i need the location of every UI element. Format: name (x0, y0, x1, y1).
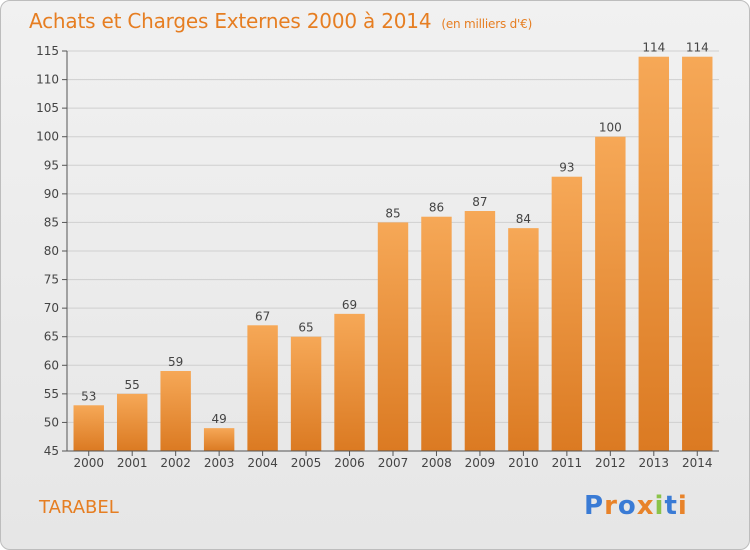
logo-letter: i (677, 491, 688, 521)
axis-layer: 45 50 55 60 65 70 75 80 85 90 95 100 105 110 115 2000 20… (36, 44, 719, 470)
x-tick-label-2013: 2013 (639, 456, 670, 470)
bar-2009 (464, 211, 496, 451)
bar-2000 (73, 405, 104, 451)
y-tick-label: 105 (36, 101, 59, 115)
y-tick-label: 70 (44, 301, 59, 315)
y-tick-label: 50 (44, 415, 59, 429)
y-tick-label: 85 (44, 215, 59, 229)
proxiti-logo: Proxiti (584, 491, 688, 521)
x-tick-label-2012: 2012 (595, 456, 626, 470)
x-tick-label-2010: 2010 (508, 456, 539, 470)
bar-2010 (508, 228, 539, 451)
logo-letter: t (664, 491, 678, 521)
chart-title-text: Achats et Charges Externes 2000 à 2014 (29, 9, 432, 33)
y-tick-label: 60 (44, 358, 59, 372)
data-label-2013: 114 (642, 41, 665, 55)
data-label-2001: 55 (125, 378, 140, 392)
bar-2003 (203, 428, 235, 451)
logo-letter: P (584, 491, 605, 521)
data-label-2002: 59 (168, 355, 183, 369)
y-tick-label: 75 (44, 273, 59, 287)
y-tick-label: 95 (44, 158, 59, 172)
logo-letter: r (604, 491, 618, 521)
data-label-2003: 49 (211, 412, 226, 426)
bar-2011 (551, 176, 583, 451)
chart-subtitle: (en milliers d'€) (441, 17, 533, 31)
x-tick-label-2004: 2004 (247, 456, 278, 470)
bar-2004 (247, 325, 278, 451)
bar-layer (73, 56, 713, 451)
data-label-2007: 85 (385, 206, 400, 220)
data-label-2004: 67 (255, 309, 270, 323)
y-tick-label: 45 (44, 444, 59, 458)
bar-2002 (160, 371, 191, 451)
bar-2005 (290, 336, 322, 451)
logo-letter: o (617, 491, 637, 521)
data-label-2006: 69 (342, 298, 357, 312)
y-tick-label: 65 (44, 330, 59, 344)
x-tick-label-2011: 2011 (552, 456, 583, 470)
y-tick-label: 115 (36, 44, 59, 58)
bar-2007 (377, 222, 409, 451)
data-label-2008: 86 (429, 201, 444, 215)
y-tick-label: 80 (44, 244, 59, 258)
x-tick-label-2007: 2007 (378, 456, 409, 470)
y-tick-label: 55 (44, 387, 59, 401)
x-tick-label-2008: 2008 (421, 456, 452, 470)
label-layer: 53 55 59 49 67 65 69 85 86 87 84 93 100 114 114 (81, 41, 709, 426)
data-label-2014: 114 (686, 41, 709, 55)
y-tick-label: 100 (36, 130, 59, 144)
x-tick-label-2002: 2002 (160, 456, 191, 470)
x-tick-label-2001: 2001 (117, 456, 148, 470)
logo-letter: i (654, 491, 665, 521)
chart-title: Achats et Charges Externes 2000 à 2014 (e… (29, 9, 532, 33)
y-tick-label: 110 (36, 73, 59, 87)
data-label-2000: 53 (81, 389, 96, 403)
x-tick-label-2006: 2006 (334, 456, 365, 470)
data-label-2005: 65 (298, 321, 313, 335)
x-tick-label-2005: 2005 (291, 456, 322, 470)
bar-2008 (421, 216, 452, 451)
data-label-2011: 93 (559, 161, 574, 175)
data-label-2009: 87 (472, 195, 487, 209)
x-tick-label-2000: 2000 (73, 456, 104, 470)
data-label-2010: 84 (516, 212, 531, 226)
place-name: TARABEL (39, 497, 119, 518)
bar-2006 (334, 313, 365, 451)
logo-letter: x (636, 491, 655, 521)
bar-2001 (116, 393, 148, 451)
bar-2013 (638, 56, 670, 451)
y-tick-label: 90 (44, 187, 59, 201)
data-label-2012: 100 (599, 121, 622, 135)
bar-2014 (682, 56, 713, 451)
x-tick-label-2009: 2009 (465, 456, 496, 470)
x-tick-label-2003: 2003 (204, 456, 235, 470)
x-tick-label-2014: 2014 (682, 456, 713, 470)
bar-2012 (595, 136, 626, 451)
